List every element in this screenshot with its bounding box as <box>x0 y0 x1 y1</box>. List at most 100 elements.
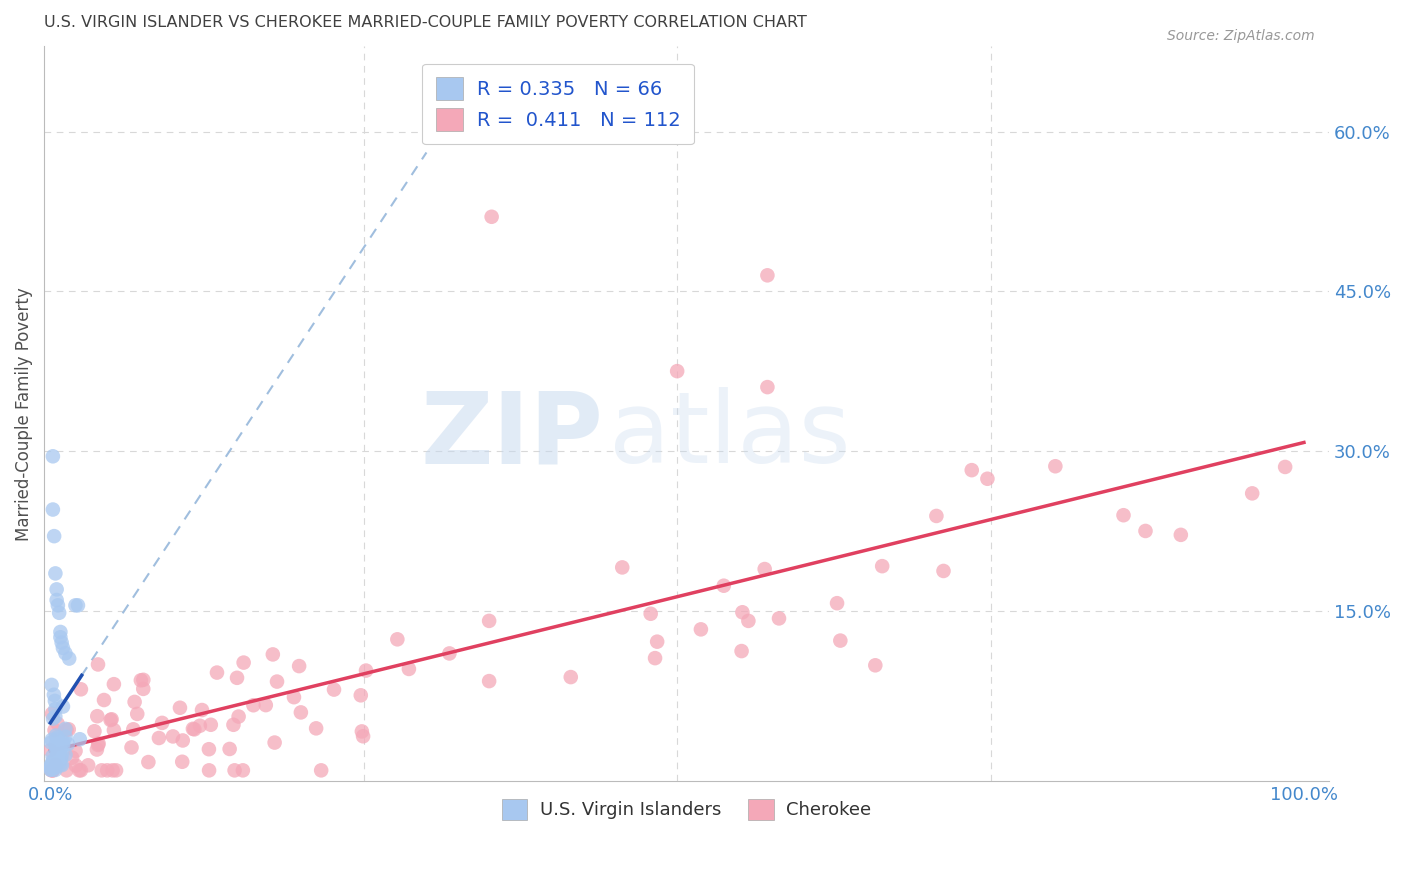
Point <box>612 560 634 574</box>
Point <box>55 723 77 737</box>
Point <box>45 593 67 607</box>
Point <box>825 596 848 610</box>
Point <box>1170 528 1192 542</box>
Point <box>44 702 66 716</box>
Point <box>49 739 72 754</box>
Point <box>49 757 72 772</box>
Point <box>44 723 66 738</box>
Point <box>183 723 205 737</box>
Point <box>266 674 288 689</box>
Point <box>48 756 70 770</box>
Point <box>398 662 420 676</box>
Point <box>218 742 240 756</box>
Point <box>865 658 887 673</box>
Point <box>1112 508 1135 523</box>
Point <box>645 634 668 648</box>
Point <box>232 656 254 670</box>
Point <box>263 735 285 749</box>
Point <box>932 564 955 578</box>
Point <box>44 761 66 775</box>
Point <box>172 755 194 769</box>
Point <box>283 690 305 705</box>
Point <box>45 744 67 758</box>
Point <box>226 671 249 685</box>
Point <box>1274 459 1296 474</box>
Point <box>290 706 312 720</box>
Point <box>44 709 66 723</box>
Point <box>737 614 759 628</box>
Point <box>44 529 66 543</box>
Point <box>228 709 250 723</box>
Point <box>925 508 948 523</box>
Point <box>39 763 62 777</box>
Text: U.S. VIRGIN ISLANDER VS CHEROKEE MARRIED-COUPLE FAMILY POVERTY CORRELATION CHART: U.S. VIRGIN ISLANDER VS CHEROKEE MARRIED… <box>44 15 807 30</box>
Point <box>44 763 66 777</box>
Point <box>191 703 214 717</box>
Point <box>58 723 80 737</box>
Point <box>172 733 194 747</box>
Point <box>105 764 128 778</box>
Point <box>51 747 73 762</box>
Point <box>55 764 77 778</box>
Point <box>731 605 754 619</box>
Point <box>132 681 155 696</box>
Point <box>45 738 67 752</box>
Point <box>87 657 110 672</box>
Point <box>45 582 67 597</box>
Point <box>205 665 228 680</box>
Point <box>46 749 69 764</box>
Point <box>65 599 87 613</box>
Point <box>41 764 63 778</box>
Point <box>55 646 77 660</box>
Point <box>87 738 110 752</box>
Point <box>350 724 373 739</box>
Point <box>481 210 503 224</box>
Point <box>354 664 377 678</box>
Point <box>44 566 66 581</box>
Point <box>976 472 998 486</box>
Point <box>122 723 145 737</box>
Point <box>124 695 146 709</box>
Point <box>169 700 191 714</box>
Point <box>754 562 776 576</box>
Point <box>41 755 63 769</box>
Point <box>46 599 69 613</box>
Point <box>39 759 62 773</box>
Point <box>83 724 105 739</box>
Point <box>1135 524 1157 538</box>
Point <box>232 764 254 778</box>
Point <box>41 749 63 764</box>
Point <box>132 673 155 687</box>
Point <box>52 735 75 749</box>
Point <box>42 712 65 726</box>
Point <box>352 729 374 743</box>
Point <box>39 743 62 757</box>
Point <box>103 677 125 691</box>
Point <box>127 706 149 721</box>
Point <box>45 740 67 755</box>
Point <box>49 751 72 765</box>
Point <box>70 764 93 778</box>
Point <box>67 764 90 778</box>
Point <box>41 706 63 721</box>
Point <box>44 694 66 708</box>
Point <box>42 764 65 778</box>
Point <box>262 648 284 662</box>
Point <box>46 731 69 746</box>
Point <box>42 450 65 464</box>
Point <box>640 607 662 621</box>
Point <box>242 698 264 713</box>
Point <box>49 624 72 639</box>
Point <box>103 723 125 738</box>
Point <box>41 759 63 773</box>
Point <box>58 651 80 665</box>
Point <box>65 744 87 758</box>
Point <box>1045 459 1067 474</box>
Point <box>66 599 89 613</box>
Point <box>188 719 211 733</box>
Point <box>46 753 69 767</box>
Point <box>254 698 277 712</box>
Point <box>55 747 77 762</box>
Point <box>768 611 790 625</box>
Point <box>60 750 83 764</box>
